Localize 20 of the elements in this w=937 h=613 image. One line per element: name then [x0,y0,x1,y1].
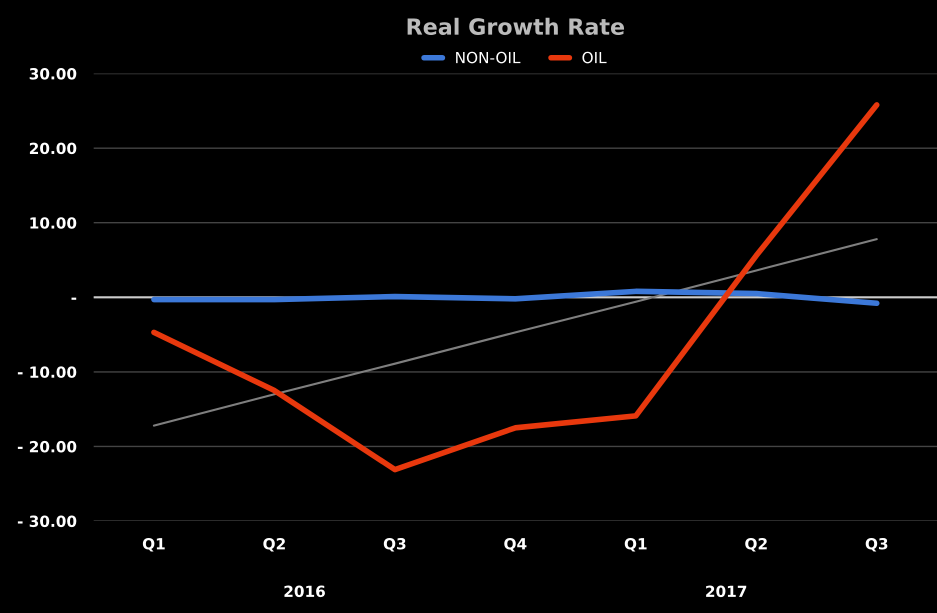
chart-title: Real Growth Rate [408,18,624,35]
y-tick-label: - [72,298,76,300]
y-tick-label: 20.00 [30,142,76,154]
x-tick-label: Q3 [866,538,888,552]
x-tick-label: Q1 [142,538,165,552]
y-tick-label: - 20.00 [18,440,76,452]
x-tick-label: Q1 [624,538,647,552]
text: 2017 [706,586,746,598]
y-tick-label: 10.00 [30,217,76,229]
x-tick-label: Q2 [263,538,285,552]
legend-label: OIL [582,52,607,64]
x-tick-label: Q3 [384,538,406,552]
y-tick-label: 30.00 [30,68,76,80]
y-tick-label: - 30.00 [18,516,76,528]
line-series [152,238,878,427]
text: 2016 [284,586,325,598]
x-tick-label: Q2 [745,538,767,552]
x-tick-label: Q4 [504,538,526,552]
legend-label: NON-OIL [456,52,520,64]
y-tick-label: - 10.00 [18,366,76,378]
